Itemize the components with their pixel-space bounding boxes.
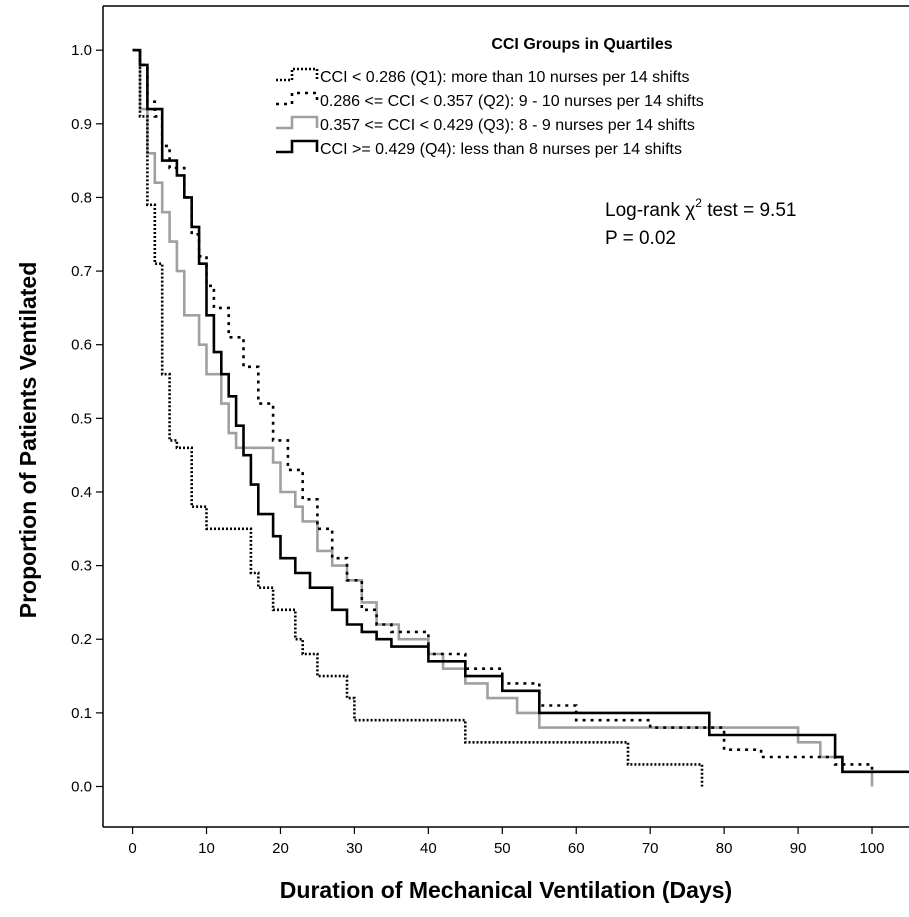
y-tick-label: 0.9 [71, 116, 92, 133]
x-axis-ticks: 0 10 20 30 40 50 60 70 80 90 100 [128, 827, 885, 857]
x-tick-label: 10 [198, 840, 215, 857]
series-line-q1 [132, 48, 704, 787]
legend-label-q2: 0.286 <= CCI < 0.357 (Q2): 9 - 10 nurses… [320, 93, 704, 110]
y-tick-label: 0.0 [71, 779, 92, 796]
legend-label-q3: 0.357 <= CCI < 0.429 (Q3): 8 - 9 nurses … [320, 117, 695, 134]
x-tick-label: 30 [346, 840, 363, 857]
p-value-annotation: P = 0.02 [605, 228, 676, 249]
x-tick-label: 20 [272, 840, 289, 857]
x-tick-label: 90 [790, 840, 807, 857]
series-line-q4 [132, 48, 909, 774]
series-line-q3 [132, 48, 874, 787]
chi-square-exponent: 2 [695, 196, 702, 210]
legend-swatch-q3 [276, 115, 319, 130]
y-tick-label: 0.5 [71, 410, 92, 427]
series-layer [132, 48, 909, 787]
x-tick-label: 100 [860, 840, 885, 857]
log-rank-annotation: Log-rank χ2 test = 9.51 [605, 196, 796, 221]
y-tick-label: 0.1 [71, 705, 92, 722]
y-axis-title: Proportion of Patients Ventilated [15, 262, 41, 619]
x-tick-label: 40 [420, 840, 437, 857]
y-tick-label: 0.4 [71, 484, 92, 501]
y-tick-label: 0.8 [71, 189, 92, 206]
legend-swatch-q2 [276, 91, 319, 106]
y-axis-ticks: 0.0 0.1 0.2 0.3 0.4 0.5 0.6 0.7 0.8 0.9 1.0 [71, 42, 103, 796]
plot-frame [102, 5, 909, 828]
x-tick-label: 80 [716, 840, 733, 857]
log-rank-value: test = 9.51 [702, 200, 797, 221]
y-tick-label: 1.0 [71, 42, 92, 59]
x-tick-label: 70 [642, 840, 659, 857]
y-tick-label: 0.3 [71, 558, 92, 575]
y-tick-label: 0.2 [71, 631, 92, 648]
x-tick-label: 60 [568, 840, 585, 857]
legend-label-q1: CCI < 0.286 (Q1): more than 10 nurses pe… [320, 69, 690, 86]
legend: CCI Groups in Quartiles CCI < 0.286 (Q1)… [276, 36, 704, 158]
x-axis-title: Duration of Mechanical Ventilation (Days… [280, 877, 732, 903]
legend-swatch-q4 [276, 139, 319, 154]
x-tick-label: 50 [494, 840, 511, 857]
y-tick-label: 0.7 [71, 263, 92, 280]
y-tick-label: 0.6 [71, 337, 92, 354]
x-tick-label: 0 [128, 840, 136, 857]
legend-label-q4: CCI >= 0.429 (Q4): less than 8 nurses pe… [320, 141, 682, 158]
log-rank-label: Log-rank χ [605, 200, 695, 221]
legend-title: CCI Groups in Quartiles [491, 36, 672, 53]
